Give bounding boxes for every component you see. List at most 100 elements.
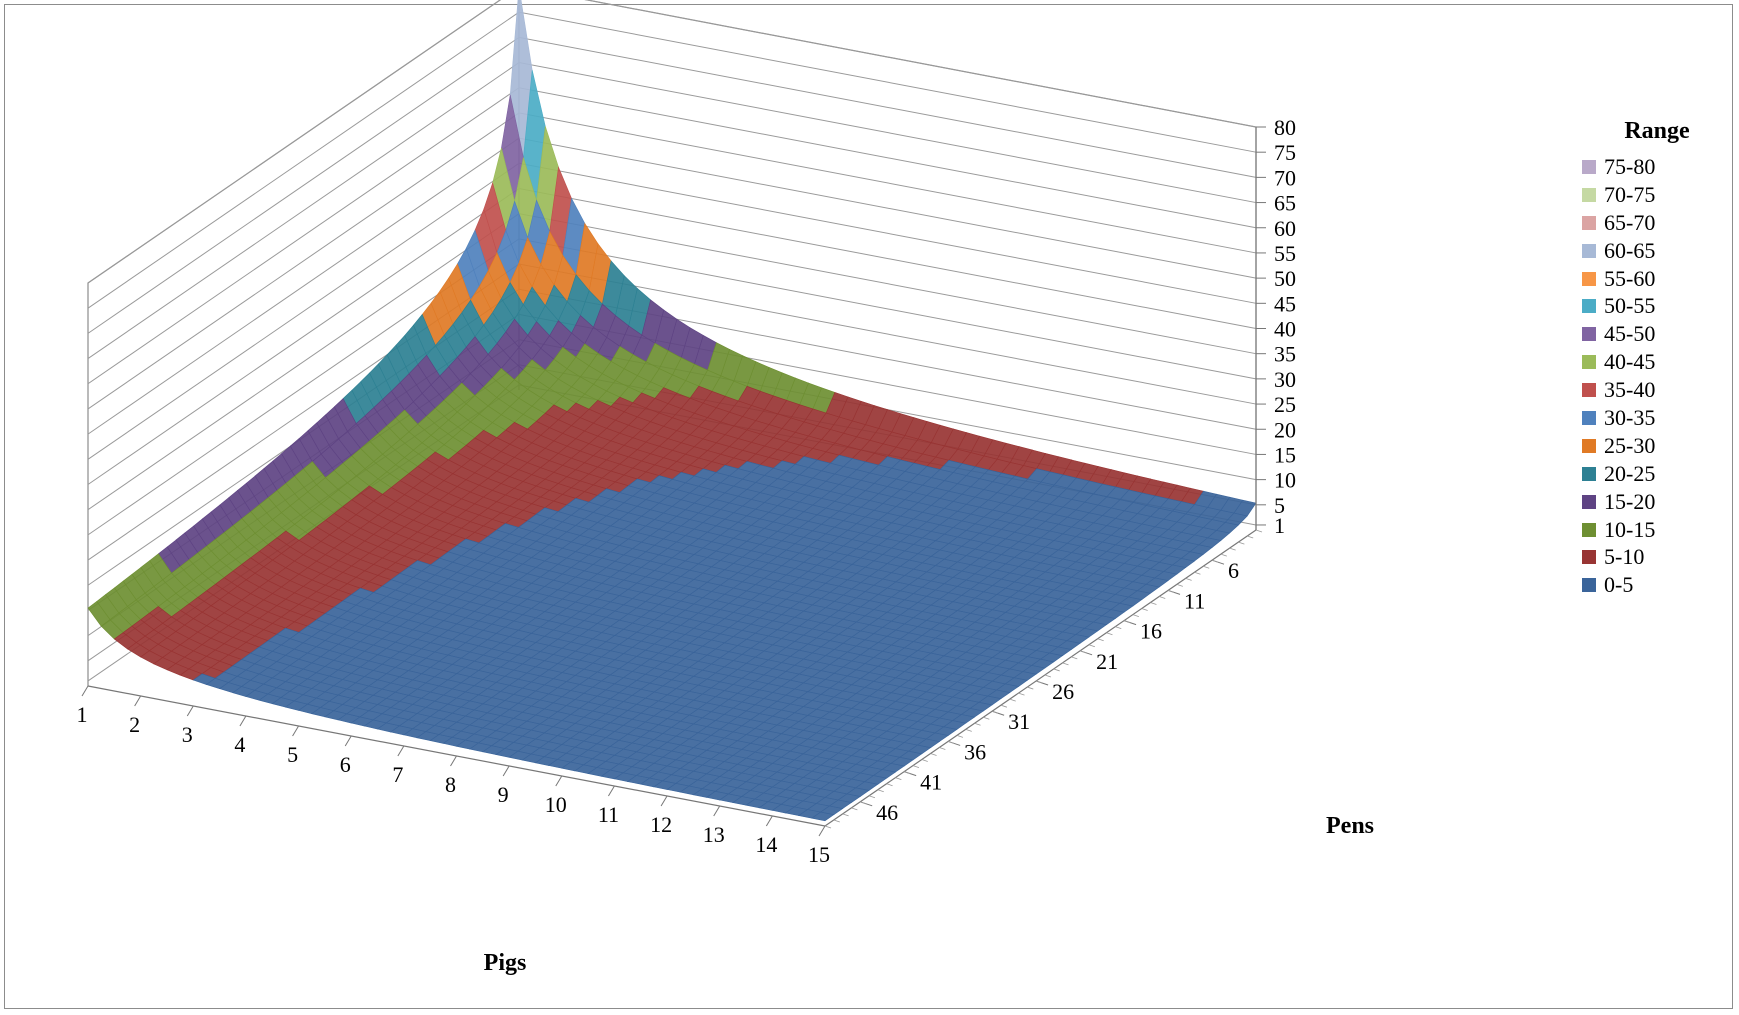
y-axis-title: Pens [1326,813,1374,839]
y-tick-label: 6 [1228,558,1239,583]
y-minor-tick [1035,680,1043,684]
legend-swatch [1582,159,1596,174]
y-minor-tick [1079,650,1087,654]
y-minor-tick [991,710,999,714]
legend-swatch [1582,578,1596,593]
y-minor-tick [1203,565,1210,569]
x-tick-label: 1 [77,702,88,727]
z-tick-label: 75 [1274,140,1296,165]
z-tick-label: 50 [1274,266,1296,291]
legend-label: 45-50 [1604,321,1656,347]
z-tick-label: 55 [1274,241,1296,266]
y-minor-tick [1000,704,1008,708]
x-tick-mark [713,805,721,817]
y-minor-tick [895,777,902,781]
y-axis-line [824,529,1257,827]
y-minor-tick [1106,632,1113,636]
y-minor-tick [930,753,937,756]
legend-label: 55-60 [1604,265,1656,291]
x-tick-label: 11 [598,802,619,827]
x-tick-label: 13 [703,822,725,847]
legend-label: 0-5 [1604,572,1634,598]
y-minor-tick [1018,692,1025,696]
y-minor-tick [939,747,946,750]
y-axis-ticks: 6 11 16 21 26 31 36 41 46 [824,529,1263,829]
y-minor-tick [833,819,840,823]
x-tick-label: 6 [340,752,351,777]
x-tick-label: 4 [234,732,245,757]
y-minor-tick [1159,596,1166,599]
y-tick-label: 21 [1096,649,1118,674]
y-minor-tick [842,813,849,817]
legend-swatch [1582,522,1596,537]
x-tick-mark [397,745,405,757]
legend-item: 35-40 [1582,376,1732,404]
z-tick-label: 70 [1274,165,1296,190]
legend-label: 65-70 [1604,209,1656,235]
x-tick-label: 7 [392,762,403,787]
legend-label: 40-45 [1604,349,1656,375]
y-minor-tick [1185,577,1192,581]
legend-label: 5-10 [1604,544,1645,570]
legend-label: 15-20 [1604,488,1656,514]
y-minor-tick [1211,559,1219,563]
legend-item: 75-80 [1582,153,1732,181]
legend-item: 55-60 [1582,265,1732,293]
x-tick-label: 12 [650,812,672,837]
legend-item: 0-5 [1582,571,1732,599]
legend-label: 10-15 [1604,516,1656,542]
y-minor-tick [948,741,955,744]
legend-item: 70-75 [1582,181,1732,209]
legend-item: 60-65 [1582,237,1732,265]
z-tick-label: 45 [1274,291,1296,316]
x-tick-mark [81,685,89,697]
legend-swatch [1582,271,1596,286]
z-tick-label: 1 [1274,513,1285,538]
legend-label: 35-40 [1604,377,1656,403]
y-minor-tick [921,759,928,762]
y-minor-tick [1044,674,1052,678]
y-minor-tick [1097,638,1104,642]
y-minor-tick [912,765,920,768]
x-tick-mark [555,775,563,787]
z-tick-label: 65 [1274,191,1296,216]
y-tick-label: 46 [876,800,898,825]
y-minor-tick [1167,590,1175,593]
x-tick-label: 10 [545,792,567,817]
y-minor-tick [868,795,876,799]
x-tick-label: 14 [755,832,777,857]
y-minor-tick [1027,686,1034,690]
y-tick-label: 16 [1140,619,1162,644]
x-tick-mark [134,695,142,707]
x-tick-mark [502,765,510,777]
y-minor-tick [1053,668,1060,672]
z-tick-label: 25 [1274,392,1296,417]
z-tick-label: 60 [1274,216,1296,241]
legend-item: 25-30 [1582,432,1732,460]
z-tick-label: 20 [1274,417,1296,442]
legend-swatch [1582,355,1596,370]
legend-item: 15-20 [1582,488,1732,516]
z-tick-label: 40 [1274,317,1296,342]
legend-swatch [1582,494,1596,509]
legend-label: 30-35 [1604,404,1656,430]
y-minor-tick [904,771,911,775]
legend-label: 70-75 [1604,181,1656,207]
legend-swatch [1582,383,1596,398]
x-tick-label: 2 [129,712,140,737]
y-minor-tick [956,735,964,738]
z-tick-label: 80 [1274,115,1296,140]
legend-swatch [1582,215,1596,230]
legend-item: 30-35 [1582,404,1732,432]
y-minor-tick [1194,571,1201,575]
x-tick-mark [765,815,773,827]
x-tick-mark [660,795,668,807]
x-tick-label: 9 [498,782,509,807]
surface-cell [811,811,835,822]
y-minor-tick [1150,602,1157,605]
y-minor-tick [1009,698,1016,702]
legend-label: 20-25 [1604,460,1656,486]
legend-swatch [1582,550,1596,565]
